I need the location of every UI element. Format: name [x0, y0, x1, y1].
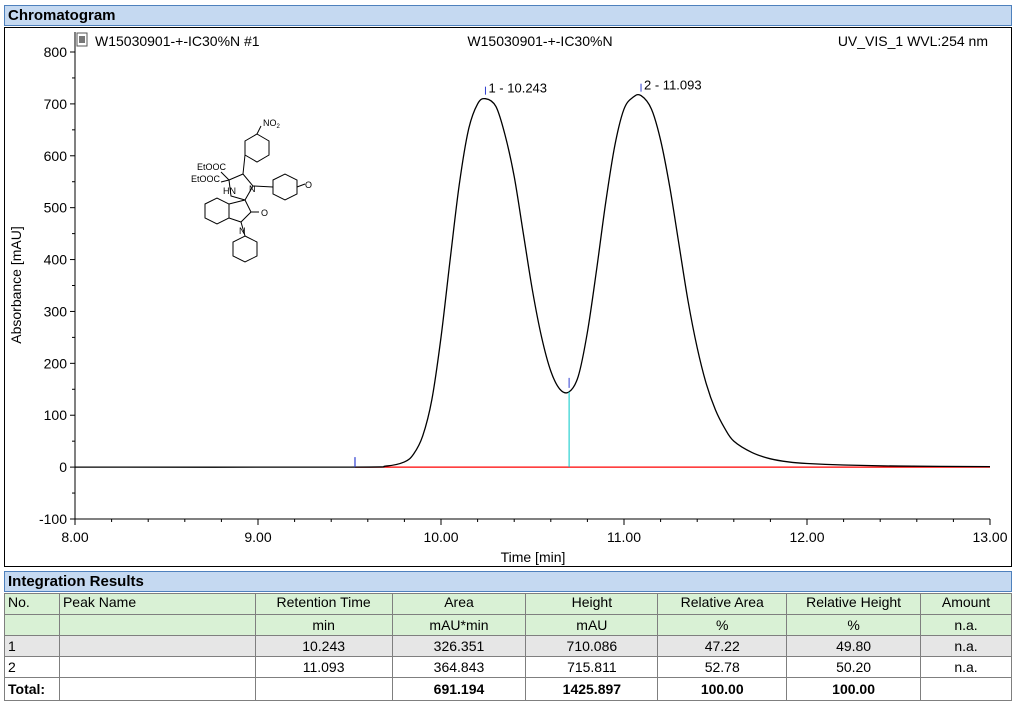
table-cell: [58, 677, 256, 701]
chart-header-center: W15030901-+-IC30%N: [467, 33, 612, 49]
table-cell: [920, 677, 1012, 701]
chart-header-left: W15030901-+-IC30%N #1: [95, 33, 260, 49]
svg-text:EtOOC: EtOOC: [191, 174, 221, 184]
table-row: 1 10.243 326.351 710.086 47.22 49.80 n.a.: [4, 635, 1012, 657]
x-tick-label: 12.00: [789, 529, 824, 545]
y-tick-label: 100: [44, 407, 68, 423]
svg-text:HN: HN: [223, 186, 236, 196]
table-unit-row: min mAU*min mAU%% n.a.: [4, 614, 1012, 636]
table-cell: n.a.: [920, 635, 1012, 657]
table-cell: 326.351: [391, 635, 527, 657]
table-total-row: Total: 691.194 1425.897 100.00 100.00: [4, 677, 1012, 701]
x-tick-label: 13.00: [972, 529, 1007, 545]
table-cell: 710.086: [525, 635, 659, 657]
peak-label: 2 - 11.093: [644, 78, 702, 93]
table-cell: 100.00: [657, 677, 788, 701]
y-tick-label: 500: [44, 200, 68, 216]
table-cell: mAU: [525, 614, 659, 636]
y-tick-label: 200: [44, 355, 68, 371]
table-cell: min: [254, 614, 393, 636]
x-tick-label: 9.00: [244, 529, 271, 545]
y-tick-label: -100: [39, 511, 67, 527]
y-tick-label: 0: [59, 459, 67, 475]
table-header-row: No. Peak Name Retention Time Area Height Rela…: [4, 593, 1012, 615]
table-cell: n.a.: [920, 656, 1012, 678]
chart-header-right: UV_VIS_1 WVL:254 nm: [838, 33, 988, 49]
table-cell: 52.78: [657, 656, 788, 678]
table-cell: mAU*min: [391, 614, 527, 636]
chart-file-icon: [76, 32, 88, 47]
chromatogram-chart: -100 0 100 200 300 400 500 600 700 800 8.00 9.00 10.…: [8, 32, 1008, 565]
table-cell: 2: [4, 656, 60, 678]
table-cell: Amount: [920, 593, 1012, 615]
y-tick-label: 700: [44, 96, 68, 112]
table-cell: 11.093: [254, 656, 393, 678]
y-tick-label: 600: [44, 148, 68, 164]
table-cell: 364.843: [391, 656, 527, 678]
y-tick-label: 800: [44, 44, 68, 60]
table-cell: %: [657, 614, 788, 636]
table-cell: 1425.897: [525, 677, 659, 701]
x-axis-label: Time [min]: [501, 549, 566, 565]
svg-text:NO2: NO2: [263, 118, 281, 130]
chromatogram-panel: [4, 27, 1012, 567]
table-cell: 49.80: [786, 635, 922, 657]
integration-section-title: Integration Results: [4, 571, 1012, 592]
svg-text:O: O: [261, 208, 268, 218]
table-cell: 715.811: [525, 656, 659, 678]
svg-text:N: N: [239, 226, 246, 236]
table-cell: [254, 677, 393, 701]
x-tick-label: 8.00: [61, 529, 88, 545]
svg-text:N: N: [249, 184, 256, 194]
integration-results-table: No. Peak Name Retention Time Area Height Rela…: [4, 593, 1012, 701]
y-tick-label: 300: [44, 303, 68, 319]
table-cell: Peak Name: [58, 593, 256, 615]
table-cell: [58, 656, 256, 678]
x-tick-label: 11.00: [607, 529, 641, 545]
table-cell: Total:: [4, 677, 60, 701]
table-cell: Retention Time: [254, 593, 393, 615]
table-cell: Relative Area: [657, 593, 788, 615]
table-cell: No.: [4, 593, 60, 615]
table-cell: Height: [525, 593, 659, 615]
y-axis-label: Absorbance [mAU]: [8, 226, 24, 344]
svg-text:EtOOC: EtOOC: [197, 162, 227, 172]
chromatogram-section-title: Chromatogram: [4, 5, 1012, 26]
table-row: 2 11.093 364.843 715.811 52.78 50.20 n.a.: [4, 656, 1012, 678]
table-cell: [58, 635, 256, 657]
y-tick-label: 400: [44, 252, 68, 268]
chromatogram-trace-0: [74, 93, 991, 468]
svg-text:O: O: [305, 180, 312, 190]
table-cell: Relative Height: [786, 593, 922, 615]
table-cell: 50.20: [786, 656, 922, 678]
table-cell: n.a.: [920, 614, 1012, 636]
table-cell: 47.22: [657, 635, 788, 657]
table-cell: 10.243: [254, 635, 393, 657]
table-cell: 1: [4, 635, 60, 657]
table-cell: [58, 614, 256, 636]
x-tick-label: 10.00: [423, 529, 458, 545]
peak-label: 1 - 10.243: [488, 81, 547, 96]
table-cell: [4, 614, 60, 636]
table-cell: %: [786, 614, 922, 636]
table-cell: Area: [391, 593, 527, 615]
molecule-structure-image: NO2 EtOOC EtOOC HN N O O N: [191, 118, 312, 263]
table-cell: 100.00: [786, 677, 922, 701]
table-cell: 691.194: [391, 677, 527, 701]
